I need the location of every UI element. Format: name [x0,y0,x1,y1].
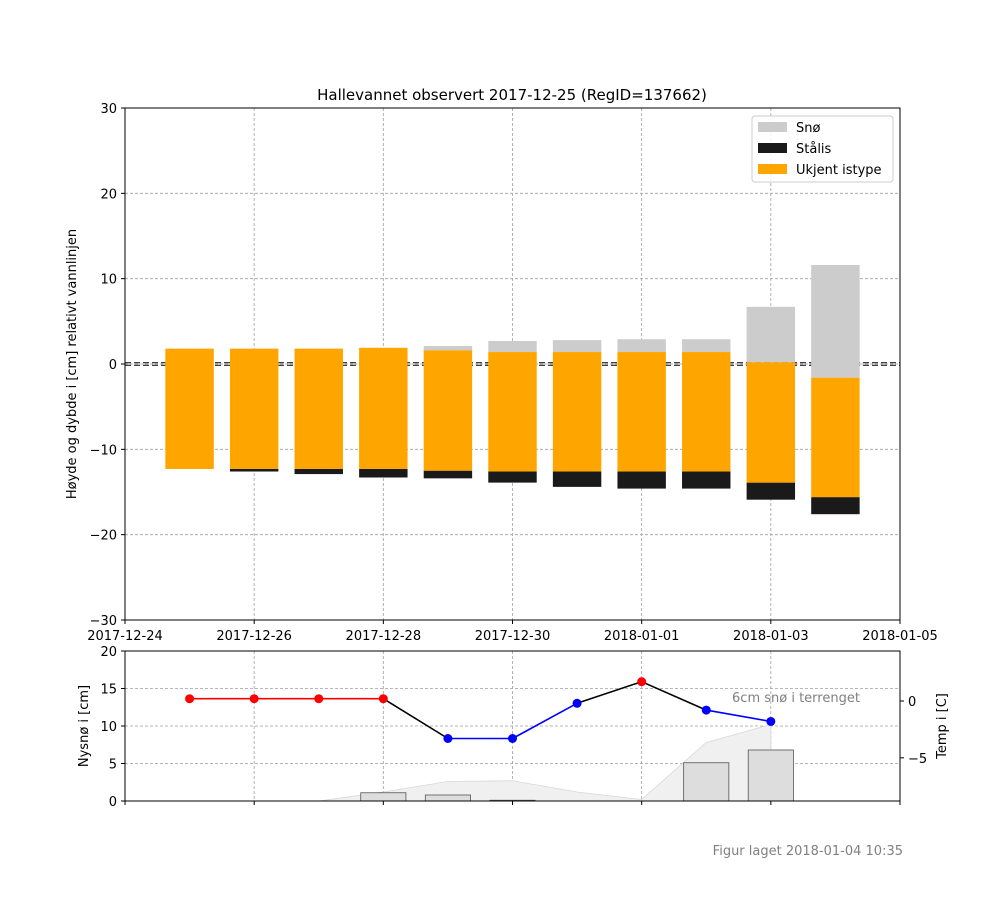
main-y-tick-label: −20 [90,529,117,544]
new-snow-bar [683,762,730,802]
bar-steel-ice [423,470,473,479]
figure-footer-timestamp: Figur laget 2018-01-04 10:35 [713,844,903,859]
sub-plot-frame [124,650,901,802]
main-x-tick-label: 2017-12-26 [216,629,292,644]
bar-snow [552,340,602,353]
bar-unknown-ice [746,362,796,483]
main-chart-bars [165,265,860,515]
legend-label: Stålis [796,142,832,157]
main-y-tick-label: 20 [100,187,117,202]
sub-y-tick-label: 0 [109,795,117,810]
bar-steel-ice [488,471,537,483]
main-chart-title: Hallevannet observert 2017-12-25 (RegID=… [317,86,707,104]
main-y-tick-label: 10 [100,273,117,288]
temperature-point [701,705,711,715]
sub-chart-y-axis-label: Nysnø i [cm] [77,685,92,767]
bar-unknown-ice [552,352,602,472]
bar-steel-ice [359,468,408,478]
bar-steel-ice [294,468,343,475]
main-y-tick-label: 0 [109,358,117,373]
temperature-line-segment [641,680,707,711]
bar-steel-ice [811,497,860,515]
bar-steel-ice [617,471,666,489]
temperature-point [508,734,517,743]
main-x-tick-label: 2017-12-28 [346,629,422,644]
sub-y2-tick-label: 0 [908,695,916,710]
new-snow-bar [424,794,471,802]
bar-snow [488,340,537,353]
bar-snow [682,339,731,353]
bar-unknown-ice [294,348,343,469]
bar-steel-ice [682,471,731,489]
bar-unknown-ice [229,348,279,469]
bar-steel-ice [552,471,602,487]
bar-snow [617,339,666,353]
bar-unknown-ice [682,352,731,472]
sub-y-tick-label: 15 [100,683,117,698]
new-snow-bar [360,792,407,802]
temperature-line-segment [382,698,449,740]
temperature-point [378,694,388,704]
bar-snow [746,306,796,363]
temperature-point [249,694,259,704]
sub-y2-tick-label: −5 [908,752,927,767]
temperature-line-segment [576,680,642,705]
main-chart-legend: Snø Stålis Ukjent istype [751,115,894,183]
legend-swatch [758,122,787,132]
bar-snow [811,265,860,378]
main-x-tick-label: 2017-12-24 [87,629,163,644]
temperature-point [185,694,195,704]
bar-unknown-ice [811,377,860,498]
sub-chart-y2-axis-label: Temp i [C] [935,693,950,760]
main-y-tick-label: −30 [90,614,117,629]
temperature-point [572,698,582,708]
main-x-tick-label: 2018-01-03 [733,629,809,644]
main-x-tick-label: 2017-12-30 [475,629,551,644]
sub-y-tick-label: 10 [100,720,117,735]
bar-steel-ice [229,468,279,472]
temperature-point [314,694,324,704]
bar-steel-ice [746,482,796,500]
bar-snow [423,346,473,351]
temperature-point [443,734,453,743]
main-x-tick-label: 2018-01-01 [604,629,680,644]
sub-y-tick-label: 5 [109,758,117,773]
legend-label: Snø [796,121,820,136]
legend-box [751,115,894,183]
main-chart-axes: −30 −20 −10 0 10 20 30 2017-12-24 2017-12-26 2017… [87,102,938,644]
legend-swatch [758,164,787,174]
main-y-tick-label: −10 [90,443,117,458]
bar-unknown-ice [423,350,473,471]
terrain-snow-annotation: 6cm snø i terrenget [732,691,860,706]
bar-unknown-ice [165,348,214,469]
main-plot-frame [124,107,901,621]
sub-y-tick-label: 20 [100,645,117,660]
legend-label: Ukjent istype [796,163,882,178]
bar-unknown-ice [617,352,666,472]
bar-unknown-ice [488,352,537,472]
bar-unknown-ice [359,347,408,469]
legend-swatch [758,143,787,153]
temperature-line-segment [512,702,578,740]
main-x-tick-label: 2018-01-05 [862,629,938,644]
temperature-line-segment [706,709,771,723]
main-chart-y-axis-label: Høyde og dybde i [cm] relativt vannlinje… [65,229,80,499]
sub-chart-axes: 0 5 10 15 20 −5 0 [100,645,927,810]
new-snow-bar [747,749,794,802]
main-y-tick-label: 30 [100,102,117,117]
sub-chart-marks [185,677,794,802]
temperature-point [637,677,647,687]
temperature-point [766,716,776,726]
